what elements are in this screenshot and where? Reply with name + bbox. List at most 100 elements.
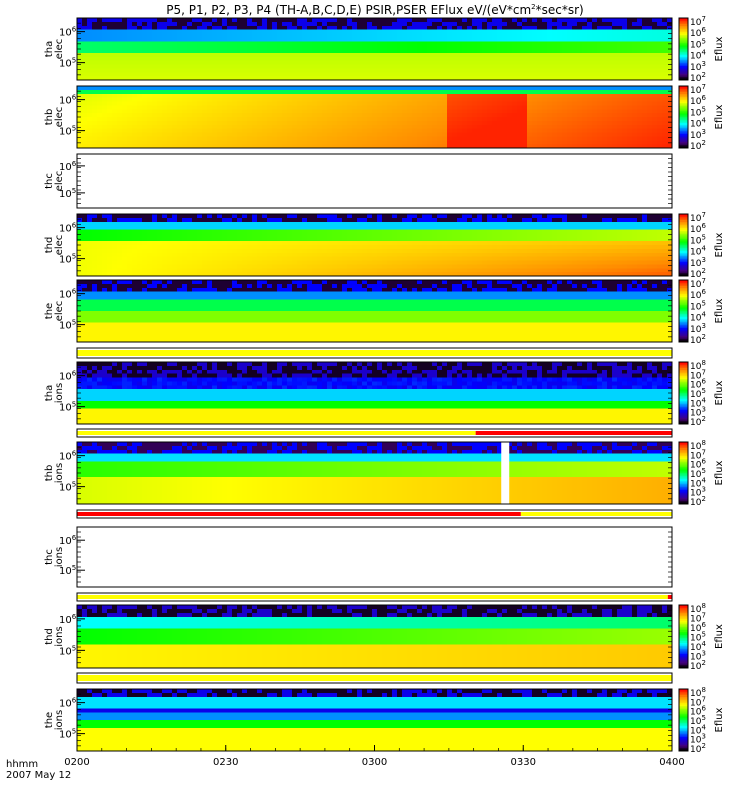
panel-probe-label: thd [44,237,55,254]
panel-species-label: elec [54,171,65,192]
figure-title: P5, P1, P2, P3, P4 (TH-A,B,C,D,E) PSIR,P… [166,3,583,17]
colorbar-tick-label: 102 [690,495,706,508]
mode-bar [76,672,673,684]
colorbar-label: Eflux [714,460,725,485]
y-tick-label: 106 [59,613,77,626]
colorbar-tick-label: 108 [690,359,706,372]
y-tick-label: 105 [59,125,76,138]
mode-bar-segment [77,512,521,516]
y-tick-label: 106 [59,160,77,173]
time-axis: 0200 0230 0300 0330 0400 [64,745,685,768]
colorbar-tick-label: 108 [690,439,706,452]
colorbar-tick-label: 102 [690,415,706,428]
spectrogram-cells [77,18,673,81]
panel-species-label: elec [54,39,65,60]
y-tick-label: 106 [59,222,77,235]
spectrogram-cells [77,605,673,669]
colorbar-tick-label: 102 [690,333,706,346]
panel-probe-label: the [44,712,55,728]
x-tick-label: 0400 [659,757,684,768]
x-tick-label: 0330 [511,757,536,768]
y-tick-label: 106 [59,94,77,107]
mode-bar [76,592,673,602]
mode-bar-segment [77,595,668,599]
y-tick-label: 105 [59,401,76,414]
colorbar-label: Eflux [714,232,725,257]
colorbar-tick-label: 106 [690,222,706,235]
colorbar-tick-label: 103 [690,322,706,335]
mode-bar [76,428,673,438]
colorbar-tick-label: 107 [690,695,706,708]
colorbar-tick-label: 104 [690,245,706,258]
x-tick-label: 0300 [362,757,387,768]
y-tick-label: 105 [59,644,76,657]
colorbar-tick-label: 105 [690,714,706,727]
colorbar-tick-label: 107 [690,15,706,28]
colorbar-tick-label: 105 [690,387,706,400]
colorbar-tick-label: 108 [690,686,706,699]
colorbar-tick-label: 107 [690,83,706,96]
colorbar-tick-label: 106 [690,288,706,301]
colorbar-tick-label: 102 [690,139,706,152]
colorbar-label: Eflux [714,298,725,323]
panel-species-label: ions [54,710,65,730]
y-tick-label: 105 [59,564,76,577]
spectrogram-cells [77,442,673,505]
mode-bar-segment [77,431,476,435]
mode-bar [76,347,673,359]
y-tick-label: 106 [59,697,77,710]
panel-probe-label: tha [44,41,55,57]
y-tick-label: 106 [59,26,77,39]
colorbar-tick-label: 104 [690,476,706,489]
colorbar-tick-label: 104 [690,49,706,62]
panel-species-label: elec [54,107,65,128]
colorbar-tick-label: 105 [690,467,706,480]
panel-species-label: ions [54,626,65,646]
spectrogram-cells [77,280,673,343]
colorbar-tick-label: 107 [690,448,706,461]
y-tick-label: 106 [59,370,77,383]
mode-bars-group [76,347,673,684]
x-tick-label: 0230 [213,757,238,768]
colorbar-tick-label: 105 [690,233,706,246]
y-tick-label: 105 [59,187,76,200]
y-tick-label: 106 [59,534,77,547]
panel-probe-label: thc [44,549,55,565]
colorbar-label: Eflux [714,36,725,61]
colorbar-tick-label: 103 [690,733,706,746]
colorbar-tick-label: 107 [690,211,706,224]
spectrogram-cells [77,689,673,752]
y-tick-label: 105 [59,481,76,494]
colorbar-tick-label: 105 [690,631,706,644]
colorbar-tick-label: 102 [690,742,706,755]
colorbar-tick-label: 107 [690,368,706,381]
colorbar-tick-label: 103 [690,650,706,663]
panel-species-label: ions [54,463,65,483]
colorbar-tick-label: 106 [690,621,706,634]
colorbar-tick-label: 105 [690,105,706,118]
colorbar-tick-label: 103 [690,486,706,499]
time-axis-label: hhmm [6,759,38,770]
y-tick-label: 106 [59,450,77,463]
colorbar-tick-label: 103 [690,256,706,269]
panel-probe-label: thb [44,465,55,482]
mode-bar-segment [77,675,672,681]
colorbar-tick-label: 104 [690,311,706,324]
mode-bar-segment [667,595,672,599]
colorbar-tick-label: 106 [690,705,706,718]
panel-species-label: ions [54,547,65,567]
colorbar-label: Eflux [714,624,725,649]
y-tick-label: 106 [59,288,77,301]
